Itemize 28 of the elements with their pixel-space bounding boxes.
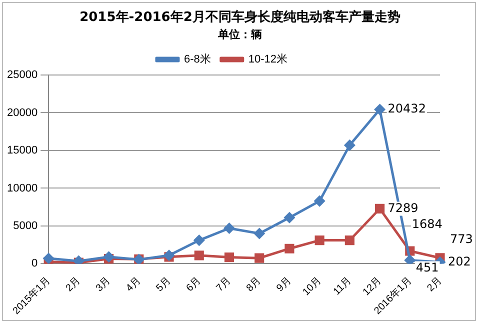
data-label: 1684 [412,217,442,232]
chart-title: 2015年-2016年2月不同车身长度纯电动客车产量走势 [78,8,402,26]
x-tick-label: 2月 [425,275,444,294]
data-label: 20432 [388,102,426,116]
y-tick-label: 20000 [6,106,38,119]
data-label: 7289 [388,200,418,215]
data-label: 773 [450,232,473,246]
legend-label: 6-8米 [184,52,211,66]
x-tick-label: 4月 [124,275,143,294]
x-tick-label: 8月 [244,275,264,294]
chart-subtitle: 单位：辆 [217,27,263,42]
y-tick-label: 15000 [6,144,38,157]
x-tick-label: 11月 [332,275,354,298]
x-tick-label: 3月 [94,275,113,294]
legend-label: 10-12米 [248,52,288,66]
x-tick-label: 5月 [154,275,174,294]
y-tick-label: 25000 [6,69,38,82]
x-tick-label: 10月 [300,275,324,298]
x-tick-label: 6月 [184,275,204,294]
x-tick-label: 7月 [214,275,234,294]
y-tick-label: 5000 [13,220,38,232]
y-tick-label: 10000 [6,182,38,194]
x-tick-label: 9月 [274,275,294,294]
data-label: 202 [448,254,471,268]
data-label: 451 [416,260,439,274]
x-tick-label: 2月 [64,275,83,294]
y-tick-label: 0 [31,258,38,270]
x-tick-label: 12月 [361,275,384,298]
